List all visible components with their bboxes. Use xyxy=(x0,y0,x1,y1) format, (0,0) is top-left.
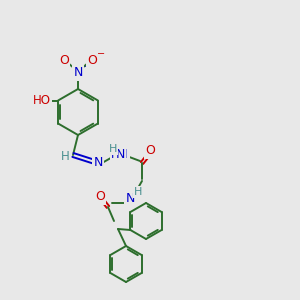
Text: O: O xyxy=(59,55,69,68)
Text: H: H xyxy=(134,187,142,197)
Text: H: H xyxy=(61,151,69,164)
Text: HO: HO xyxy=(33,94,51,107)
Text: N: N xyxy=(93,157,103,169)
Text: −: − xyxy=(97,49,105,59)
Text: NH: NH xyxy=(111,148,129,161)
Text: O: O xyxy=(87,55,97,68)
Text: O: O xyxy=(95,190,105,203)
Text: O: O xyxy=(145,145,155,158)
Text: N: N xyxy=(115,148,125,161)
Text: +: + xyxy=(83,62,90,71)
Text: H: H xyxy=(109,144,117,154)
Text: N: N xyxy=(125,193,135,206)
Text: N: N xyxy=(73,67,83,80)
